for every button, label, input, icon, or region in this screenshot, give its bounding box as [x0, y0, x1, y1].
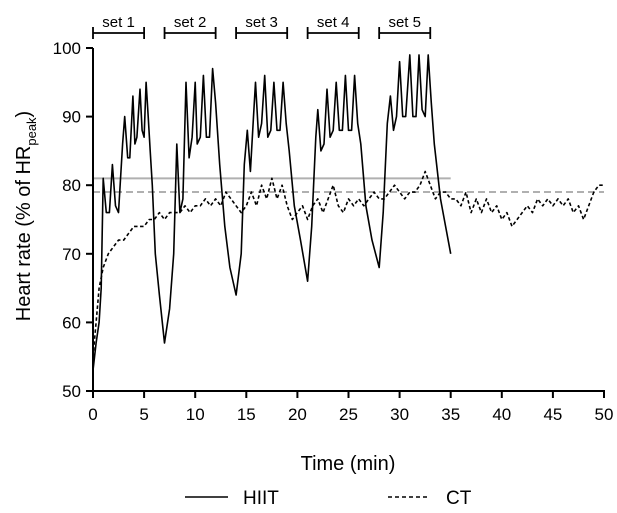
x-axis-title: Time (min) — [301, 453, 396, 475]
legend-label-ct: CT — [446, 488, 472, 509]
set-brackets: set 1 set 2 set 3 set 4 set 5 — [92, 14, 432, 39]
y-tick-label: 50 — [62, 382, 81, 401]
y-tick-label: 100 — [53, 39, 81, 58]
y-tick-label: 80 — [62, 176, 81, 195]
x-tick-label: 45 — [543, 405, 562, 424]
axes — [92, 48, 605, 392]
set-label: set 4 — [317, 14, 350, 31]
y-tick-label: 90 — [62, 108, 81, 127]
set-label: set 3 — [245, 14, 278, 31]
series-line-ct — [92, 170, 604, 357]
y-axis-title-end: ) — [13, 111, 35, 118]
y-axis-title: Heart rate (% of HRpeak) — [13, 111, 39, 321]
reference-lines — [93, 177, 604, 194]
x-tick-label: 0 — [88, 405, 97, 424]
x-tick-label: 10 — [186, 405, 205, 424]
set-label: set 2 — [174, 14, 207, 31]
y-axis-title-subscript: peak — [24, 117, 39, 146]
x-tick-label: 30 — [390, 405, 409, 424]
x-tick-label: 35 — [441, 405, 460, 424]
x-tick-label: 40 — [492, 405, 511, 424]
series-lines — [92, 54, 604, 371]
y-tick-label: 60 — [62, 313, 81, 332]
legend-label-hiit: HIIT — [243, 488, 279, 509]
x-tick-label: 50 — [595, 405, 614, 424]
x-tick-label: 5 — [139, 405, 148, 424]
series-line-hiit — [92, 54, 452, 371]
set-label: set 1 — [102, 14, 135, 31]
x-tick-label: 25 — [339, 405, 358, 424]
set-label: set 5 — [388, 14, 421, 31]
y-tick-label: 70 — [62, 245, 81, 264]
x-tick-label: 20 — [288, 405, 307, 424]
axis-ticks: 0 5 10 15 20 25 30 35 40 45 50 50 60 70 80 90 100 — [53, 39, 614, 424]
x-tick-label: 15 — [237, 405, 256, 424]
legend: HIIT CT — [185, 488, 472, 509]
y-axis-title-main: Heart rate (% of HR — [13, 146, 35, 322]
